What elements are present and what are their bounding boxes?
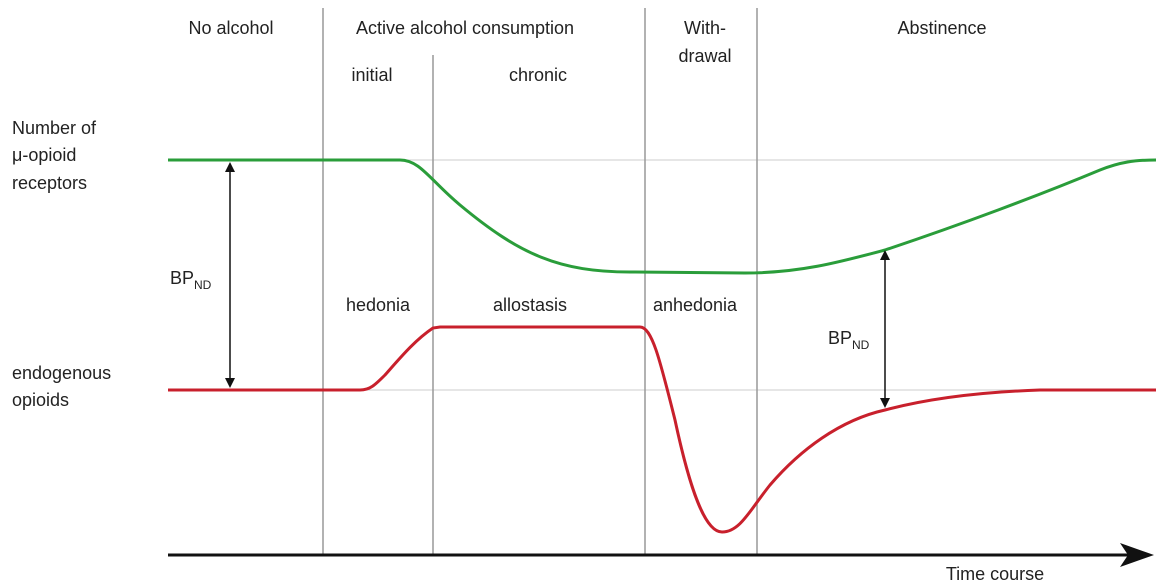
phase-label: With- [684, 18, 726, 38]
phase-label: Abstinence [897, 18, 986, 38]
bp-main: BP [828, 328, 852, 348]
row-label: opioids [12, 390, 69, 410]
phase-label: No alcohol [188, 18, 273, 38]
receptor-curve [168, 158, 1156, 275]
row-label: μ-opioid [12, 145, 76, 165]
state-label: hedonia [346, 295, 411, 315]
opioid-curve [168, 325, 1156, 534]
state-label: allostasis [493, 295, 567, 315]
subphase-label: chronic [509, 65, 567, 85]
subphase-label: initial [351, 65, 392, 85]
phase-label: drawal [678, 46, 731, 66]
state-label: anhedonia [653, 295, 738, 315]
row-label: endogenous [12, 363, 111, 383]
bp-sub: ND [194, 278, 212, 292]
bp-label: BPND [828, 328, 870, 352]
bp-sub: ND [852, 338, 870, 352]
axis-label: Time course [946, 564, 1044, 584]
row-label: receptors [12, 173, 87, 193]
phase-label: Active alcohol consumption [356, 18, 574, 38]
bp-label: BPND [170, 268, 212, 292]
bp-main: BP [170, 268, 194, 288]
row-label: Number of [12, 118, 97, 138]
